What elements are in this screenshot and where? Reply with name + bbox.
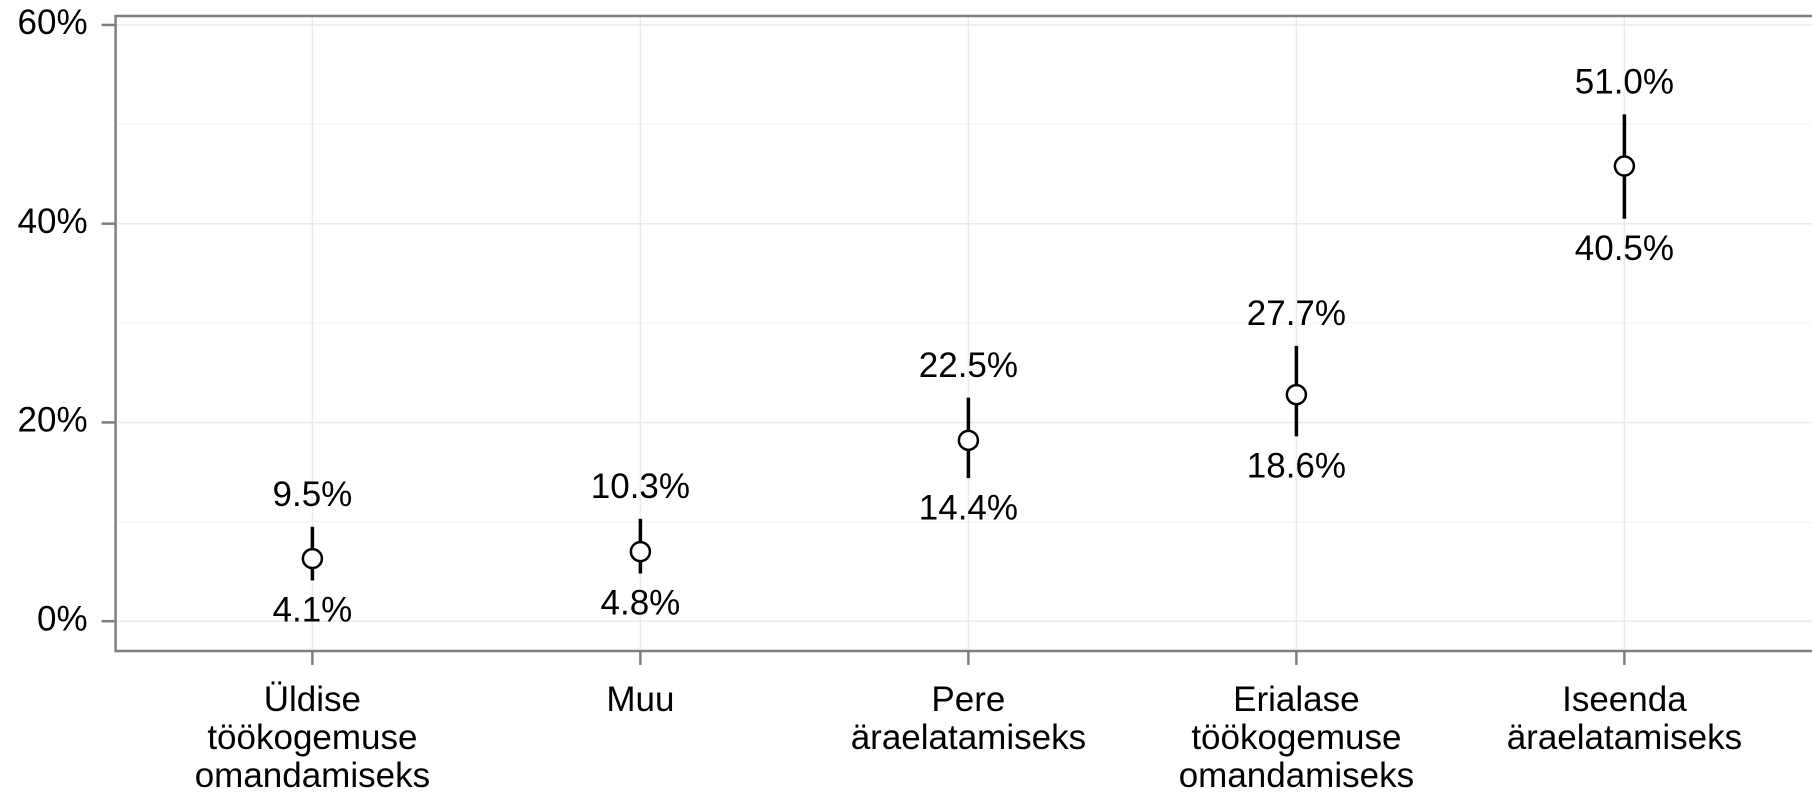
lower-label: 40.5% xyxy=(1575,229,1674,268)
lower-label: 18.6% xyxy=(1247,447,1346,486)
x-tick-label: Iseenda äraelatamiseks xyxy=(1506,680,1743,757)
x-tick-label: Pere äraelatamiseks xyxy=(850,680,1087,757)
lower-label: 4.1% xyxy=(273,591,353,630)
point xyxy=(957,429,980,452)
point xyxy=(301,547,324,570)
point xyxy=(1613,155,1636,177)
y-tick-label: 0% xyxy=(37,599,88,638)
y-tick-label: 40% xyxy=(18,202,88,241)
upper-label: 10.3% xyxy=(591,467,690,506)
y-tick-label: 60% xyxy=(18,3,88,42)
x-tick-label: Erialase töökogemuse omandamiseks xyxy=(1178,680,1415,795)
lower-label: 14.4% xyxy=(919,488,1018,527)
upper-label: 51.0% xyxy=(1575,63,1674,102)
y-tick-label: 20% xyxy=(18,401,88,440)
x-tick-label: Muu xyxy=(606,680,675,719)
upper-label: 9.5% xyxy=(273,475,353,514)
point xyxy=(629,540,652,563)
upper-label: 22.5% xyxy=(919,346,1018,385)
panel-border xyxy=(114,14,1812,653)
lower-label: 4.8% xyxy=(601,584,681,623)
upper-label: 27.7% xyxy=(1247,294,1346,333)
x-tick-label: Üldise töökogemuse omandamiseks xyxy=(194,680,431,795)
point xyxy=(1285,383,1308,406)
